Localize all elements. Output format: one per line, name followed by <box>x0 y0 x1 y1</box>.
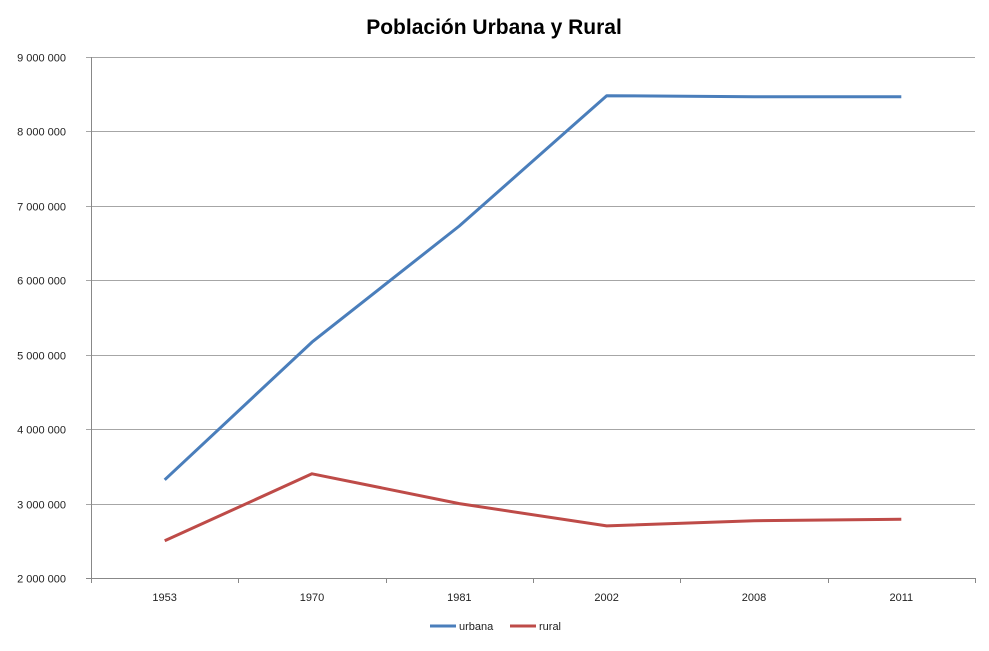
x-tick-label: 1981 <box>447 592 471 604</box>
y-tick-label: 4 000 000 <box>17 425 66 437</box>
y-tick-label: 9 000 000 <box>17 53 66 65</box>
y-tick-label: 8 000 000 <box>17 127 66 139</box>
legend-label-urbana: urbana <box>459 621 494 633</box>
chart-title: Población Urbana y Rural <box>366 16 622 39</box>
y-tick-label: 6 000 000 <box>17 276 66 288</box>
x-tick-label: 1970 <box>300 592 324 604</box>
x-tick-label: 2011 <box>890 592 914 604</box>
x-tick-label: 2008 <box>742 592 766 604</box>
series-line-urbana <box>163 94 902 481</box>
y-tick-label: 2 000 000 <box>17 574 66 586</box>
series-line-rural <box>164 472 902 543</box>
x-tick-label: 2002 <box>594 592 618 604</box>
y-tick-label: 7 000 000 <box>17 202 66 214</box>
legend-label-rural: rural <box>539 621 561 633</box>
y-tick-label: 3 000 000 <box>17 500 66 512</box>
x-tick-label: 1953 <box>152 592 176 604</box>
y-tick-label: 5 000 000 <box>17 351 66 363</box>
